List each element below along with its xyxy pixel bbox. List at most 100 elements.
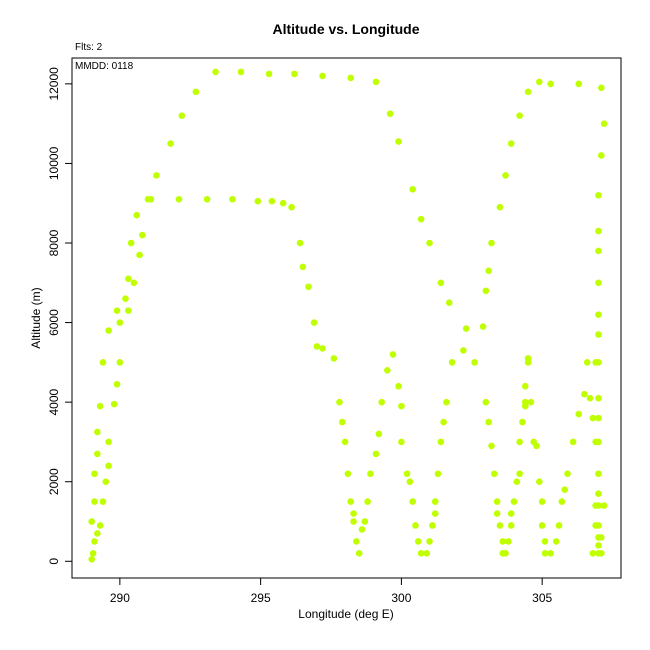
data-point [203, 195, 211, 203]
data-point [319, 345, 326, 352]
data-point [144, 195, 152, 203]
data-point [237, 68, 245, 76]
x-tick-label: 290 [110, 591, 130, 605]
data-point [288, 203, 295, 211]
data-point [538, 498, 546, 505]
y-axis: 0 2000 4000 6000 8000 10000 12000 [47, 67, 73, 565]
data-point [372, 78, 380, 86]
data-point [88, 518, 96, 525]
data-points [88, 68, 608, 563]
data-point [575, 410, 583, 418]
data-point [448, 359, 456, 366]
data-point [116, 359, 124, 366]
data-point [589, 414, 597, 422]
data-point [521, 382, 529, 390]
data-point [547, 550, 554, 557]
data-point [581, 390, 588, 398]
data-point [437, 279, 445, 287]
data-point [431, 510, 439, 517]
data-point [471, 359, 478, 366]
data-point [99, 359, 107, 366]
data-point [485, 267, 492, 275]
data-point [541, 538, 549, 545]
data-point [279, 199, 287, 207]
data-point [426, 538, 433, 545]
data-point [291, 70, 298, 78]
data-point [113, 380, 121, 388]
data-point [395, 138, 402, 145]
data-point [305, 283, 312, 291]
data-point [409, 185, 416, 193]
data-point [595, 247, 602, 255]
data-point [398, 402, 405, 410]
data-point [513, 478, 521, 486]
data-point [358, 526, 366, 533]
data-point [130, 279, 138, 287]
y-axis-label: Altitude (m) [29, 287, 43, 348]
data-point [367, 470, 374, 478]
data-point [110, 400, 118, 408]
data-point [561, 486, 568, 493]
data-point [431, 498, 439, 505]
x-axis-label: Longitude (deg E) [298, 607, 393, 621]
data-point [336, 398, 343, 406]
x-tick-label: 295 [251, 591, 271, 605]
data-point [493, 510, 501, 517]
data-point [558, 498, 566, 505]
data-point [595, 470, 602, 478]
data-point [521, 398, 529, 406]
data-point [527, 398, 535, 406]
data-point [94, 530, 101, 537]
data-point [440, 418, 447, 426]
data-point [355, 550, 363, 557]
data-point [600, 120, 608, 127]
data-point [524, 88, 532, 96]
data-point [372, 450, 380, 458]
data-point [479, 323, 487, 330]
data-point [417, 550, 425, 557]
data-point [589, 550, 597, 557]
data-point [375, 430, 383, 438]
chart-title: Altitude vs. Longitude [273, 21, 420, 37]
data-point [122, 295, 129, 303]
data-point [94, 450, 101, 458]
data-point [338, 418, 346, 426]
data-point [555, 522, 563, 529]
data-point [153, 172, 160, 179]
data-point [167, 140, 174, 147]
data-point [384, 367, 391, 374]
data-point [564, 470, 571, 478]
x-axis: 290 295 300 305 [110, 577, 553, 605]
data-point [538, 522, 546, 529]
data-point [536, 478, 543, 486]
data-point [597, 152, 605, 159]
data-point [434, 470, 442, 478]
data-point [330, 355, 338, 362]
data-point [127, 239, 135, 247]
data-point [361, 518, 369, 525]
data-point [533, 442, 540, 450]
y-tick-label: 12000 [47, 67, 61, 101]
data-point [524, 355, 532, 362]
data-point [516, 470, 523, 478]
data-point [350, 510, 357, 517]
data-point [595, 191, 602, 199]
data-point [99, 498, 107, 505]
data-point [409, 498, 416, 505]
data-point [265, 70, 273, 78]
data-point [178, 112, 186, 119]
data-point [569, 438, 577, 446]
data-point [426, 239, 433, 247]
data-point [595, 279, 602, 287]
data-point [310, 319, 318, 326]
data-point [482, 398, 490, 406]
y-tick-label: 6000 [47, 309, 61, 336]
x-tick-label: 300 [391, 591, 411, 605]
data-point [536, 78, 543, 86]
data-point [575, 80, 583, 88]
data-point [212, 68, 219, 76]
data-point [429, 522, 436, 529]
data-point [507, 510, 515, 517]
data-point [502, 172, 509, 179]
